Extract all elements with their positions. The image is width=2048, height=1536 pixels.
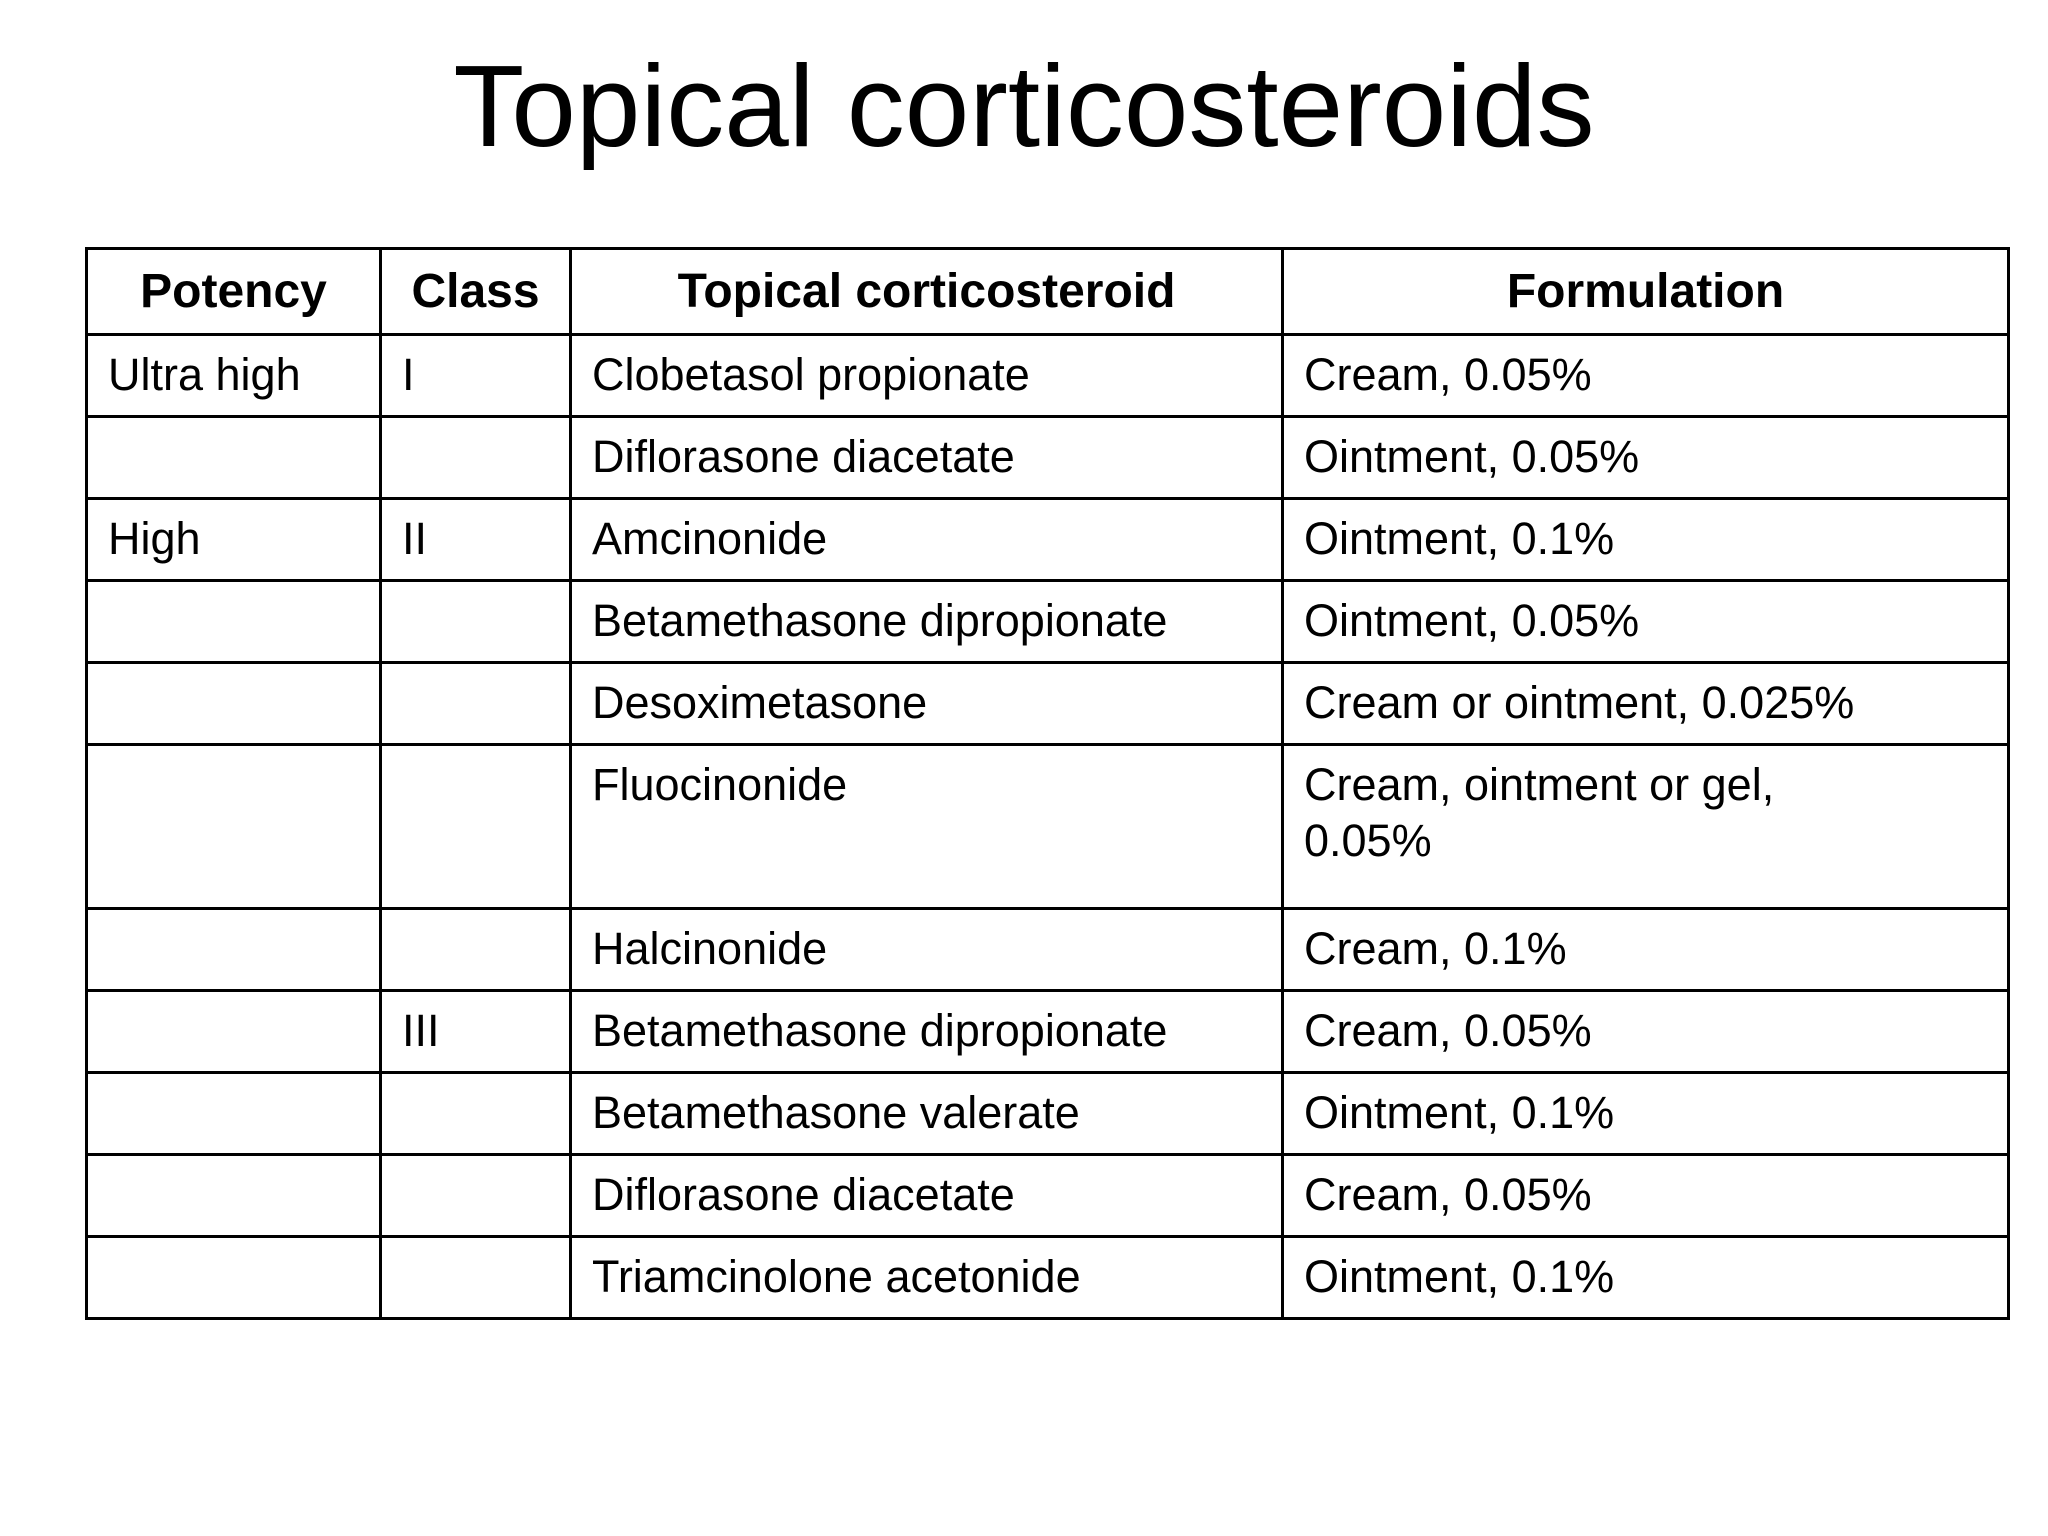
cell-drug: Amcinonide [569,497,1284,582]
cell-potency [85,1235,382,1320]
slide-title: Topical corticosteroids [453,41,1595,171]
table-row: Ultra high I Clobetasol propionate Cream… [85,333,2010,418]
table-head: Potency Class Topical corticosteroid For… [85,247,2010,336]
cell-drug: Triamcinolone acetonide [569,1235,1284,1320]
cell-potency [85,1071,382,1156]
cell-class [379,1071,572,1156]
cell-potency [85,1153,382,1238]
cell-potency [85,743,382,910]
table-row: High II Amcinonide Ointment, 0.1% [85,497,2010,582]
cell-drug: Fluocinonide [569,743,1284,910]
cell-class [379,1235,572,1320]
cell-class: I [379,333,572,418]
table-row: Triamcinolone acetonide Ointment, 0.1% [85,1235,2010,1320]
column-header-formulation: Formulation [1281,247,2010,336]
cell-formulation: Ointment, 0.05% [1281,579,2010,664]
table-row: Diflorasone diacetate Ointment, 0.05% [85,415,2010,500]
column-header-potency: Potency [85,247,382,336]
cell-drug: Diflorasone diacetate [569,415,1284,500]
cell-drug: Halcinonide [569,907,1284,992]
cell-class [379,1153,572,1238]
cell-potency [85,989,382,1074]
cell-formulation: Cream, 0.05% [1281,1153,2010,1238]
cell-class: II [379,497,572,582]
cell-potency [85,907,382,992]
cell-formulation: Cream, 0.05% [1281,333,2010,418]
cell-class [379,661,572,746]
cell-drug: Betamethasone dipropionate [569,989,1284,1074]
cell-class [379,579,572,664]
cell-potency: Ultra high [85,333,382,418]
table-body: Ultra high I Clobetasol propionate Cream… [85,333,2010,1320]
cell-potency [85,579,382,664]
cell-class [379,743,572,910]
cell-formulation: Cream, 0.1% [1281,907,2010,992]
corticosteroids-table: Potency Class Topical corticosteroid For… [85,247,2010,1320]
cell-drug: Betamethasone dipropionate [569,579,1284,664]
cell-formulation: Ointment, 0.1% [1281,1071,2010,1156]
cell-potency [85,661,382,746]
column-header-topical-corticosteroid: Topical corticosteroid [569,247,1284,336]
cell-formulation: Cream or ointment, 0.025% [1281,661,2010,746]
table-row: Betamethasone valerate Ointment, 0.1% [85,1071,2010,1156]
cell-formulation: Ointment, 0.1% [1281,497,2010,582]
cell-class [379,907,572,992]
table-row: Diflorasone diacetate Cream, 0.05% [85,1153,2010,1238]
table-row: Desoximetasone Cream or ointment, 0.025% [85,661,2010,746]
cell-formulation: Cream, ointment or gel, 0.05% [1281,743,2010,910]
table-row: Fluocinonide Cream, ointment or gel, 0.0… [85,743,2010,910]
column-header-class: Class [379,247,572,336]
table-row: Halcinonide Cream, 0.1% [85,907,2010,992]
cell-class: III [379,989,572,1074]
cell-drug: Betamethasone valerate [569,1071,1284,1156]
cell-potency [85,415,382,500]
cell-potency: High [85,497,382,582]
table-row: Betamethasone dipropionate Ointment, 0.0… [85,579,2010,664]
cell-formulation: Ointment, 0.1% [1281,1235,2010,1320]
cell-class [379,415,572,500]
cell-formulation: Ointment, 0.05% [1281,415,2010,500]
cell-formulation: Cream, 0.05% [1281,989,2010,1074]
table-header-row: Potency Class Topical corticosteroid For… [85,247,2010,336]
cell-drug: Desoximetasone [569,661,1284,746]
table-row: III Betamethasone dipropionate Cream, 0.… [85,989,2010,1074]
cell-drug: Diflorasone diacetate [569,1153,1284,1238]
cell-drug: Clobetasol propionate [569,333,1284,418]
